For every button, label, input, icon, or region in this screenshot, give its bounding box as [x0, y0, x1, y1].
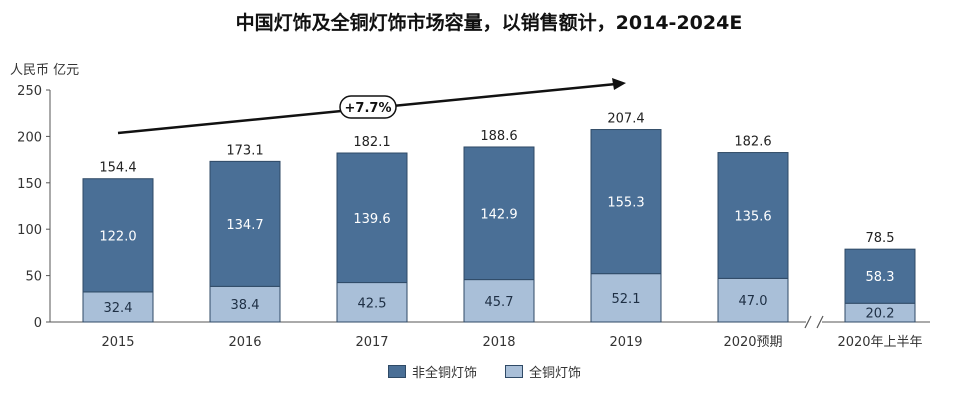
y-tick-label: 150 [17, 177, 42, 192]
data-label-total: 207.4 [607, 112, 644, 127]
data-label-non-copper: 139.6 [353, 212, 390, 227]
growth-annotation-badge [339, 95, 397, 119]
x-tick-label: 2019 [609, 335, 642, 350]
legend-swatch-non-copper [388, 365, 406, 378]
legend-swatch-copper [505, 365, 524, 378]
bar-segment-copper [463, 279, 535, 323]
data-label-non-copper: 134.7 [226, 218, 263, 233]
axis-break-mark [816, 315, 824, 329]
chart-title: 中国灯饰及全铜灯饰市场容量，以销售额计，2014-2024E [235, 12, 743, 34]
data-label-copper: 20.2 [866, 307, 895, 322]
legend-label-copper: 全铜灯饰 [529, 366, 582, 381]
legend: 非全铜灯饰 全铜灯饰 [388, 362, 581, 381]
data-label-copper: 38.4 [231, 298, 260, 313]
y-tick-label: 200 [17, 130, 42, 145]
x-tick-label: 2018 [482, 335, 515, 350]
legend-label-non-copper: 非全铜灯饰 [412, 366, 478, 381]
x-tick-label: 2015 [101, 335, 134, 350]
data-label-non-copper: 142.9 [480, 207, 517, 222]
data-label-non-copper: 155.3 [607, 196, 644, 211]
y-tick-label: 250 [17, 84, 42, 99]
bar-segment-non-copper [844, 248, 916, 304]
bar-segment-copper [717, 277, 789, 323]
growth-annotation-label: +7.7% [345, 101, 392, 116]
bar-segment-copper [209, 285, 281, 323]
bar-segment-non-copper [336, 152, 408, 284]
chart-canvas: 0 50 100 150 200 250 人民币 亿元 32.4 122.0 154.4 2015 3… [10, 63, 930, 350]
data-label-copper: 32.4 [104, 301, 133, 316]
data-label-total: 78.5 [866, 231, 895, 246]
axis-break-mark [804, 315, 812, 329]
bar-segment-non-copper [82, 178, 154, 293]
legend-item-non-copper: 非全铜灯饰 [388, 362, 477, 381]
data-label-copper: 47.0 [739, 294, 768, 309]
bar-segment-copper [336, 282, 408, 323]
data-label-total: 173.1 [226, 143, 263, 158]
x-tick-label: 2017 [355, 335, 388, 350]
data-label-copper: 42.5 [358, 296, 387, 311]
bar-segment-non-copper [717, 152, 789, 279]
data-label-total: 182.1 [353, 135, 390, 150]
bar-segment-copper [590, 273, 662, 323]
bar-segment-non-copper [209, 160, 281, 287]
data-label-copper: 45.7 [485, 295, 514, 310]
data-label-non-copper: 135.6 [734, 209, 771, 224]
data-label-copper: 52.1 [612, 292, 641, 307]
x-tick-label: 2020预期 [723, 335, 782, 350]
x-tick-label: 2020年上半年 [837, 335, 922, 350]
y-tick-label: 0 [34, 316, 42, 331]
x-tick-label: 2016 [228, 335, 261, 350]
data-label-total: 154.4 [99, 161, 136, 176]
data-label-total: 182.6 [734, 135, 771, 150]
data-label-non-copper: 122.0 [99, 229, 136, 244]
data-label-total: 188.6 [480, 129, 517, 144]
bar-segment-non-copper [590, 129, 662, 275]
data-label-non-copper: 58.3 [866, 270, 895, 285]
growth-arrow-head [612, 78, 626, 90]
y-axis-label: 人民币 亿元 [10, 63, 79, 78]
y-tick-label: 100 [17, 223, 42, 238]
y-tick-label: 50 [25, 270, 42, 285]
bar-segment-non-copper [463, 146, 535, 281]
legend-item-copper: 全铜灯饰 [505, 362, 581, 381]
